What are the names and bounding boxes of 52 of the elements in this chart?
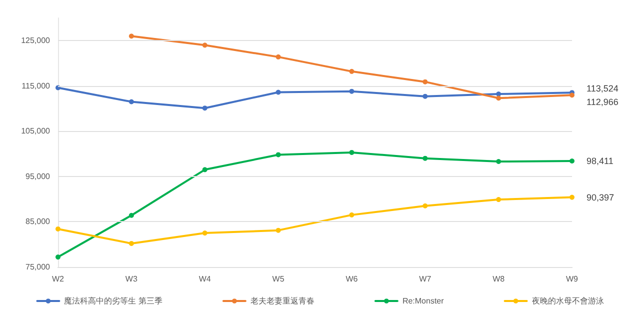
point xyxy=(128,240,134,246)
data-label: 98,411 xyxy=(586,156,614,166)
point xyxy=(276,90,281,95)
point xyxy=(202,106,208,111)
x-tick-label: W8 xyxy=(492,274,506,284)
data-label: 113,524 xyxy=(586,84,618,94)
data-label: 112,966 xyxy=(586,97,618,108)
point xyxy=(202,42,208,48)
point xyxy=(422,94,428,99)
point xyxy=(276,228,281,233)
point xyxy=(496,96,502,101)
point xyxy=(349,150,354,155)
point xyxy=(422,79,428,84)
point xyxy=(128,99,134,104)
x-tick-label: W2 xyxy=(52,274,65,284)
x-tick-label: W7 xyxy=(419,274,432,284)
point xyxy=(202,167,208,172)
point xyxy=(276,54,281,60)
point xyxy=(349,88,354,94)
point xyxy=(56,226,60,232)
point xyxy=(570,158,574,164)
point xyxy=(422,203,428,208)
point xyxy=(570,194,574,200)
y-tick-label: 125,000 xyxy=(21,36,51,46)
point xyxy=(422,156,428,161)
y-tick-label: 75,000 xyxy=(26,262,51,272)
point xyxy=(202,230,208,236)
point xyxy=(276,152,281,158)
point xyxy=(496,197,502,202)
y-tick-label: 115,000 xyxy=(22,81,51,90)
x-tick-label: W3 xyxy=(125,274,138,284)
point xyxy=(349,212,354,218)
legend-label: 夜晚的水母不會游泳 xyxy=(532,296,604,306)
y-tick-label: 105,000 xyxy=(21,126,51,136)
x-tick-label: W6 xyxy=(346,274,358,284)
data-label: 90,397 xyxy=(586,192,614,202)
point xyxy=(56,85,60,90)
legend-label: 魔法科高中的劣等生 第三季 xyxy=(64,296,162,306)
point xyxy=(128,212,134,218)
point xyxy=(496,159,502,164)
point xyxy=(349,68,354,74)
y-tick-label: 85,000 xyxy=(26,217,51,226)
legend-label: Re:Monster xyxy=(402,296,444,306)
point xyxy=(570,92,574,98)
x-tick-label: W5 xyxy=(272,274,285,284)
legend-label: 老夫老妻重返青春 xyxy=(250,296,314,306)
x-tick-label: W4 xyxy=(198,274,212,284)
x-tick-label: W9 xyxy=(566,274,579,284)
point xyxy=(128,34,134,39)
point xyxy=(496,92,502,97)
point xyxy=(56,254,60,260)
y-tick-label: 95,000 xyxy=(26,172,51,181)
